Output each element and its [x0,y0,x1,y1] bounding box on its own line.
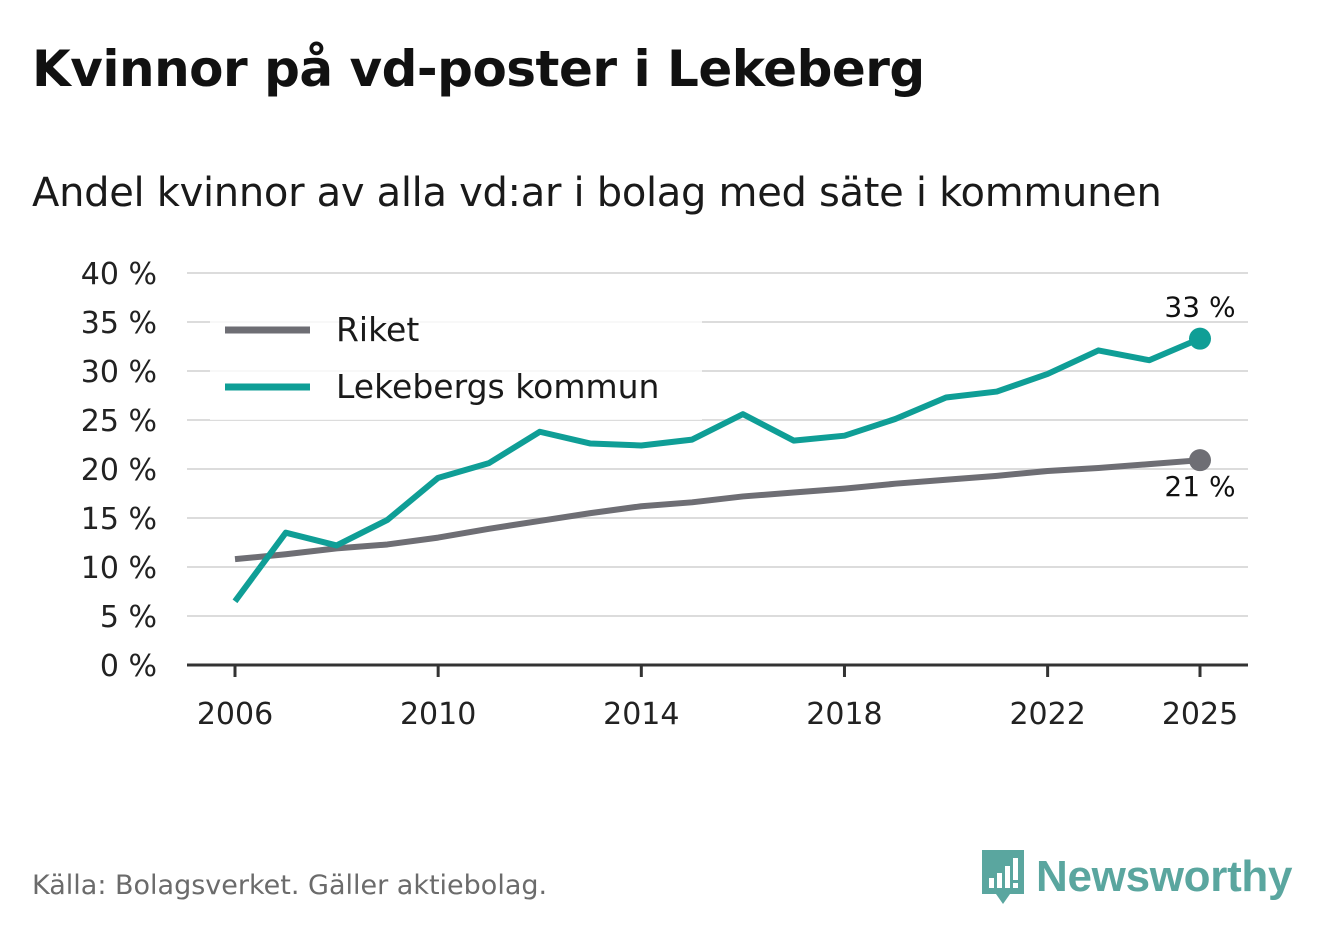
x-axis: 2006 2010 2014 2018 2022 2025 [187,663,1248,732]
end-point-lekebergs-kommun [1189,327,1211,350]
y-tick-label: 35 % [81,306,157,341]
newsworthy-icon [982,850,1024,904]
legend-label: Lekebergs kommun [336,367,659,406]
y-tick-label: 30 % [81,355,157,390]
end-label-kommun: 33 % [1164,291,1235,324]
series-lines [232,327,1211,604]
x-tick-label: 2025 [1162,697,1238,732]
legend: Riket Lekebergs kommun [210,300,702,420]
x-tick-label: 2014 [603,697,679,732]
x-tick-label: 2018 [806,697,882,732]
y-tick-label: 0 % [100,649,157,684]
source-note: Källa: Bolagsverket. Gäller aktiebolag. [32,870,548,901]
end-labels: 33 % 21 % [1161,288,1238,507]
legend-background [210,300,702,420]
x-tick-label: 2022 [1009,697,1085,732]
y-axis: 0 % 5 % 10 % 15 % 20 % 25 % 30 % 35 % 40 % [81,257,157,684]
y-tick-label: 25 % [81,404,157,439]
legend-label: Riket [336,310,419,349]
x-tick-label: 2010 [400,697,476,732]
series-line-lekebergs-kommun [232,335,1202,604]
chart-subtitle: Andel kvinnor av alla vd:ar i bolag med … [32,170,1162,216]
end-label-riket: 21 % [1164,470,1235,503]
y-tick-label: 40 % [81,257,157,292]
y-tick-label: 20 % [81,453,157,488]
newsworthy-logo: Newsworthy [980,848,1292,906]
y-tick-label: 10 % [81,551,157,586]
brand-name: Newsworthy [1036,852,1293,901]
series-line-riket [234,457,1201,563]
x-tick-label: 2006 [197,697,273,732]
y-tick-label: 5 % [100,600,157,635]
chart-title: Kvinnor på vd-poster i Lekeberg [32,40,925,98]
y-tick-label: 15 % [81,502,157,537]
end-point-riket [1189,449,1211,472]
